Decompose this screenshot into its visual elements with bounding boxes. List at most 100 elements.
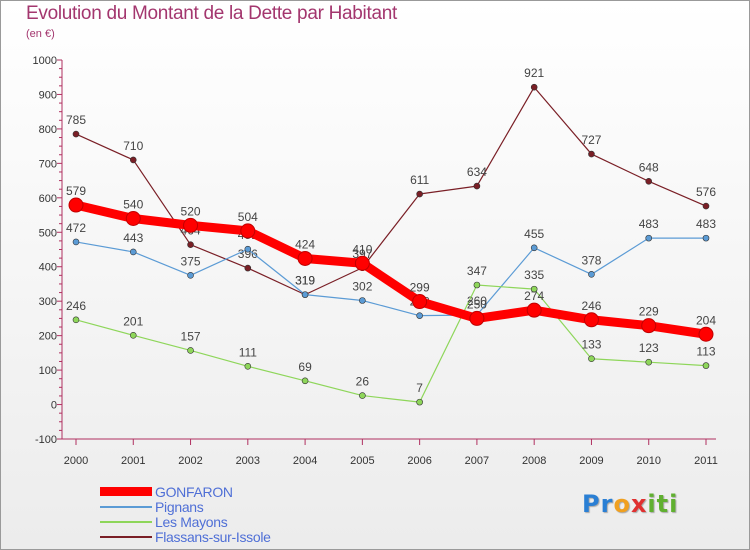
data-point-les-mayons <box>129 331 137 339</box>
data-point-pignans <box>416 312 423 319</box>
data-label-pignans: 260 <box>467 294 487 308</box>
data-label-pignans: 375 <box>181 254 201 268</box>
data-label-les-mayons: 157 <box>181 329 201 343</box>
data-label-flassans-sur-issole: 611 <box>410 173 429 187</box>
y-tick-label: 900 <box>39 89 57 101</box>
y-tick-label: 200 <box>39 331 57 343</box>
data-point-les-mayons <box>72 316 80 324</box>
data-point-flassans-sur-issole <box>244 264 252 272</box>
data-point-gonfaron <box>583 312 599 328</box>
y-tick-label: 700 <box>39 158 57 170</box>
data-point-pignans <box>645 234 653 242</box>
x-tick-label: 2011 <box>694 455 718 467</box>
x-tick-label: 2007 <box>465 455 489 467</box>
data-label-gonfaron: 299 <box>410 281 430 295</box>
data-point-pignans <box>530 244 538 252</box>
data-label-les-mayons: 201 <box>123 314 143 328</box>
logo-letter: i <box>647 490 657 518</box>
logo-letter: o <box>613 490 631 518</box>
data-point-pignans <box>72 238 80 246</box>
legend-label: GONFARON <box>155 484 233 500</box>
y-tick-label: 0 <box>51 400 57 412</box>
data-label-flassans-sur-issole: 727 <box>581 133 601 147</box>
data-point-flassans-sur-issole <box>702 202 710 210</box>
data-label-flassans-sur-issole: 576 <box>696 185 716 199</box>
data-label-les-mayons: 69 <box>298 360 312 374</box>
data-point-pignans <box>187 272 194 279</box>
data-point-les-mayons <box>702 362 710 369</box>
data-label-flassans-sur-issole: 921 <box>524 66 544 80</box>
data-label-pignans: 483 <box>696 217 716 231</box>
y-tick-label: 300 <box>39 296 57 308</box>
legend-label: Pignans <box>155 499 204 515</box>
x-tick-label: 2001 <box>121 455 145 467</box>
data-point-gonfaron <box>183 217 199 233</box>
data-label-les-mayons: 113 <box>696 345 715 359</box>
data-point-gonfaron <box>698 326 714 342</box>
data-point-flassans-sur-issole <box>588 150 595 158</box>
data-label-gonfaron: 520 <box>181 204 201 218</box>
data-label-flassans-sur-issole: 634 <box>467 165 487 179</box>
data-point-gonfaron <box>125 210 141 226</box>
data-point-gonfaron <box>641 318 657 334</box>
chart-title: Evolution du Montant de la Dette par Hab… <box>26 3 397 24</box>
data-point-flassans-sur-issole <box>473 182 481 190</box>
logo-letter: i <box>669 490 679 518</box>
data-point-flassans-sur-issole <box>416 190 423 198</box>
logo-letter: t <box>656 490 670 518</box>
data-label-les-mayons: 133 <box>581 338 601 352</box>
legend-swatch <box>100 521 152 523</box>
proxiti-logo: Proxiti <box>582 490 678 518</box>
data-label-les-mayons: 123 <box>639 341 659 355</box>
data-point-flassans-sur-issole <box>72 130 80 138</box>
y-tick-label: 600 <box>39 193 57 205</box>
legend-label: Les Mayons <box>155 514 228 530</box>
data-point-pignans <box>588 271 595 278</box>
series-line-gonfaron <box>71 200 711 339</box>
x-tick-label: 2009 <box>579 455 603 467</box>
x-tick-label: 2004 <box>293 455 317 467</box>
x-tick-label: 2000 <box>64 455 88 467</box>
data-label-gonfaron: 424 <box>295 237 315 251</box>
data-point-gonfaron <box>526 302 542 318</box>
y-tick-label: 800 <box>39 124 57 136</box>
data-point-gonfaron <box>240 223 256 239</box>
legend-swatch <box>100 536 152 538</box>
data-label-les-mayons: 347 <box>467 264 487 278</box>
chart-unit: (en €) <box>26 28 55 40</box>
data-label-flassans-sur-issole: 648 <box>639 160 659 174</box>
data-point-pignans <box>702 234 710 242</box>
data-label-flassans-sur-issole: 397 <box>352 247 372 261</box>
data-label-flassans-sur-issole: 319 <box>295 274 315 288</box>
series-line-pignans <box>75 237 707 317</box>
logo-letter: x <box>630 490 648 518</box>
data-label-gonfaron: 540 <box>123 197 143 211</box>
x-tick-label: 2005 <box>350 455 374 467</box>
data-point-gonfaron <box>297 250 313 266</box>
data-point-pignans <box>301 291 309 298</box>
data-label-gonfaron: 504 <box>238 210 258 224</box>
data-label-les-mayons: 246 <box>66 299 86 313</box>
data-label-gonfaron: 579 <box>66 184 86 198</box>
logo-letter: r <box>600 490 614 518</box>
data-label-les-mayons: 7 <box>416 381 423 395</box>
logo-letter: P <box>582 490 601 518</box>
data-label-flassans-sur-issole: 710 <box>123 139 143 153</box>
data-point-pignans <box>129 248 137 256</box>
data-label-pignans: 319 <box>295 274 315 288</box>
data-label-pignans: 443 <box>123 231 143 245</box>
data-label-pignans: 455 <box>524 227 544 241</box>
data-point-pignans <box>244 245 252 253</box>
data-point-les-mayons <box>244 363 252 370</box>
data-label-pignans: 483 <box>639 217 659 231</box>
data-point-les-mayons <box>416 398 423 406</box>
series-line-flassans-sur-issole <box>75 86 707 296</box>
series-line-les-mayons <box>75 284 707 403</box>
x-tick-label: 2003 <box>236 455 260 467</box>
legend-label: Flassans-sur-Issole <box>155 529 271 545</box>
data-label-gonfaron: 410 <box>352 242 372 256</box>
x-tick-label: 2008 <box>522 455 546 467</box>
legend-swatch <box>100 506 152 508</box>
data-point-gonfaron <box>469 310 485 326</box>
data-point-gonfaron <box>68 197 84 213</box>
